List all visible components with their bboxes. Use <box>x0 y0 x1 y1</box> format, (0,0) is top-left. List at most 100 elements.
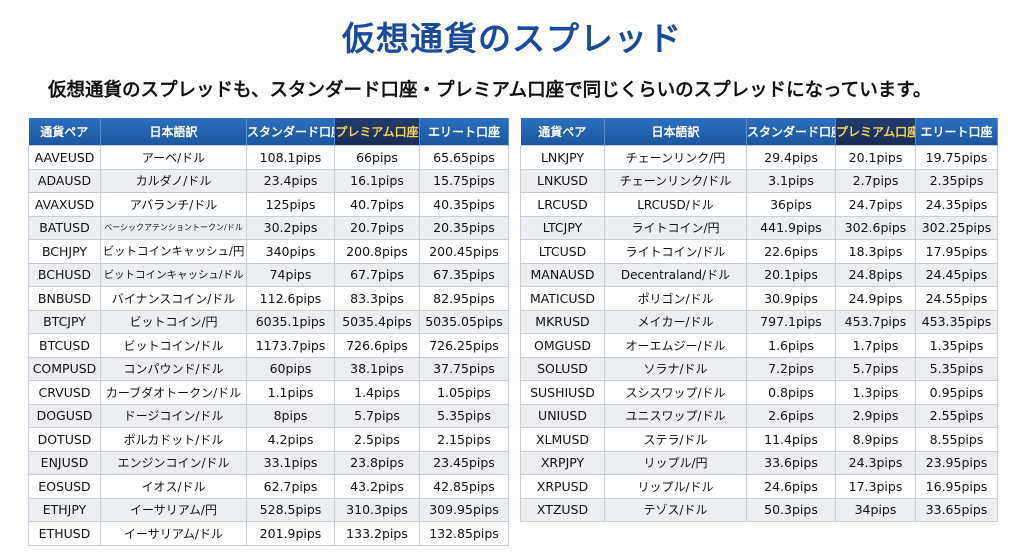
standard-spread-cell: 1173.7pips <box>246 333 335 358</box>
standard-spread-cell: 1.1pips <box>246 380 335 405</box>
japanese-name-cell: ビットコイン/ドル <box>100 333 247 358</box>
japanese-name-cell: ビットコインキャッシュ/ドル <box>100 262 247 287</box>
pair-cell: BTCJPY <box>28 309 101 334</box>
japanese-name-cell: アーベ/ドル <box>100 145 247 170</box>
premium-spread-cell: 5035.4pips <box>334 309 420 334</box>
table-row: ADAUSD カルダノ/ドル 23.4pips 16.1pips 15.75pips <box>28 168 509 193</box>
premium-spread-cell: 310.3pips <box>334 497 420 522</box>
japanese-name-cell: リップル/ドル <box>604 474 747 499</box>
table-row: SOLUSD ソラナ/ドル 7.2pips 5.7pips 5.35pips <box>520 356 998 381</box>
standard-spread-cell: 2.6pips <box>746 403 836 428</box>
japanese-name-cell: ビットコイン/円 <box>100 309 247 334</box>
table-header-row: 通貨ペア 日本語訳 スタンダード口座 プレミアム口座 エリート口座 <box>28 118 509 146</box>
elite-spread-cell: 8.55pips <box>915 427 998 452</box>
premium-spread-cell: 453.7pips <box>835 309 916 334</box>
elite-spread-cell: 19.75pips <box>915 145 998 170</box>
japanese-name-cell: ドージコイン/ドル <box>100 403 247 428</box>
pair-cell: ENJUSD <box>28 450 101 475</box>
header-elite: エリート口座 <box>419 118 509 146</box>
table-row: MATICUSD ポリゴン/ドル 30.9pips 24.9pips 24.55pips <box>520 286 998 311</box>
japanese-name-cell: カルダノ/ドル <box>100 168 247 193</box>
pair-cell: MATICUSD <box>520 286 605 311</box>
elite-spread-cell: 42.85pips <box>419 474 509 499</box>
premium-spread-cell: 83.3pips <box>334 286 420 311</box>
pair-cell: LRCUSD <box>520 192 605 217</box>
standard-spread-cell: 33.6pips <box>746 450 836 475</box>
elite-spread-cell: 24.45pips <box>915 262 998 287</box>
elite-spread-cell: 453.35pips <box>915 309 998 334</box>
elite-spread-cell: 20.35pips <box>419 215 509 240</box>
premium-spread-cell: 5.7pips <box>334 403 420 428</box>
japanese-name-cell: ポルカドット/ドル <box>100 427 247 452</box>
japanese-name-cell: イオス/ドル <box>100 474 247 499</box>
table-row: ETHJPY イーサリアム/円 528.5pips 310.3pips 309.95pi… <box>28 497 509 522</box>
premium-spread-cell: 17.3pips <box>835 474 916 499</box>
premium-spread-cell: 24.8pips <box>835 262 916 287</box>
table-row: ENJUSD エンジンコイン/ドル 33.1pips 23.8pips 23.45pip… <box>28 450 509 475</box>
japanese-name-cell: イーサリアム/円 <box>100 497 247 522</box>
table-row: LTCJPY ライトコイン/円 441.9pips 302.6pips 302.25pi… <box>520 215 998 240</box>
premium-spread-cell: 24.9pips <box>835 286 916 311</box>
premium-spread-cell: 302.6pips <box>835 215 916 240</box>
pair-cell: XTZUSD <box>520 497 605 522</box>
pair-cell: BNBUSD <box>28 286 101 311</box>
premium-spread-cell: 66pips <box>334 145 420 170</box>
premium-spread-cell: 1.3pips <box>835 380 916 405</box>
pair-cell: LTCJPY <box>520 215 605 240</box>
premium-spread-cell: 1.4pips <box>334 380 420 405</box>
table-row: LNKJPY チェーンリンク/円 29.4pips 20.1pips 19.75pips <box>520 145 998 170</box>
elite-spread-cell: 200.45pips <box>419 239 509 264</box>
header-elite: エリート口座 <box>915 118 998 146</box>
standard-spread-cell: 20.1pips <box>746 262 836 287</box>
japanese-name-cell: コンパウンド/ドル <box>100 356 247 381</box>
pair-cell: ADAUSD <box>28 168 101 193</box>
elite-spread-cell: 17.95pips <box>915 239 998 264</box>
standard-spread-cell: 3.1pips <box>746 168 836 193</box>
pair-cell: LNKJPY <box>520 145 605 170</box>
header-pair: 通貨ペア <box>520 118 605 146</box>
page-subtitle: 仮想通貨のスプレッドも、スタンダード口座・プレミアム口座で同じくらいのスプレッド… <box>48 80 932 101</box>
japanese-name-cell: ビットコインキャッシュ/円 <box>100 239 247 264</box>
table-row: XTZUSD テゾス/ドル 50.3pips 34pips 33.65pips <box>520 497 998 522</box>
premium-spread-cell: 23.8pips <box>334 450 420 475</box>
pair-cell: OMGUSD <box>520 333 605 358</box>
header-standard: スタンダード口座 <box>246 118 335 146</box>
japanese-name-cell: カーブダオトークン/ドル <box>100 380 247 405</box>
table-row: COMPUSD コンパウンド/ドル 60pips 38.1pips 37.75pips <box>28 356 509 381</box>
standard-spread-cell: 0.8pips <box>746 380 836 405</box>
standard-spread-cell: 797.1pips <box>746 309 836 334</box>
japanese-name-cell: ユニスワップ/ドル <box>604 403 747 428</box>
pair-cell: DOGUSD <box>28 403 101 428</box>
spread-table-right: 通貨ペア 日本語訳 スタンダード口座 プレミアム口座 エリート口座 LNKJPY… <box>520 118 998 522</box>
premium-spread-cell: 24.7pips <box>835 192 916 217</box>
table-row: LRCUSD LRCUSD/ドル 36pips 24.7pips 24.35pips <box>520 192 998 217</box>
elite-spread-cell: 5035.05pips <box>419 309 509 334</box>
pair-cell: XRPJPY <box>520 450 605 475</box>
table-row: CRVUSD カーブダオトークン/ドル 1.1pips 1.4pips 1.05pips <box>28 380 509 405</box>
standard-spread-cell: 7.2pips <box>746 356 836 381</box>
standard-spread-cell: 125pips <box>246 192 335 217</box>
japanese-name-cell: テゾス/ドル <box>604 497 747 522</box>
elite-spread-cell: 24.55pips <box>915 286 998 311</box>
pair-cell: BCHUSD <box>28 262 101 287</box>
elite-spread-cell: 23.95pips <box>915 450 998 475</box>
japanese-name-cell: バイナンスコイン/ドル <box>100 286 247 311</box>
header-premium: プレミアム口座 <box>835 118 916 146</box>
japanese-name-cell: アバランチ/ドル <box>100 192 247 217</box>
pair-cell: MKRUSD <box>520 309 605 334</box>
table-row: BTCUSD ビットコイン/ドル 1173.7pips 726.6pips 726.25… <box>28 333 509 358</box>
standard-spread-cell: 23.4pips <box>246 168 335 193</box>
header-premium: プレミアム口座 <box>334 118 420 146</box>
table-row: BTCJPY ビットコイン/円 6035.1pips 5035.4pips 5035.0… <box>28 309 509 334</box>
elite-spread-cell: 0.95pips <box>915 380 998 405</box>
standard-spread-cell: 340pips <box>246 239 335 264</box>
premium-spread-cell: 1.7pips <box>835 333 916 358</box>
premium-spread-cell: 43.2pips <box>334 474 420 499</box>
elite-spread-cell: 1.05pips <box>419 380 509 405</box>
standard-spread-cell: 6035.1pips <box>246 309 335 334</box>
premium-spread-cell: 38.1pips <box>334 356 420 381</box>
elite-spread-cell: 82.95pips <box>419 286 509 311</box>
pair-cell: SUSHIUSD <box>520 380 605 405</box>
standard-spread-cell: 528.5pips <box>246 497 335 522</box>
standard-spread-cell: 11.4pips <box>746 427 836 452</box>
